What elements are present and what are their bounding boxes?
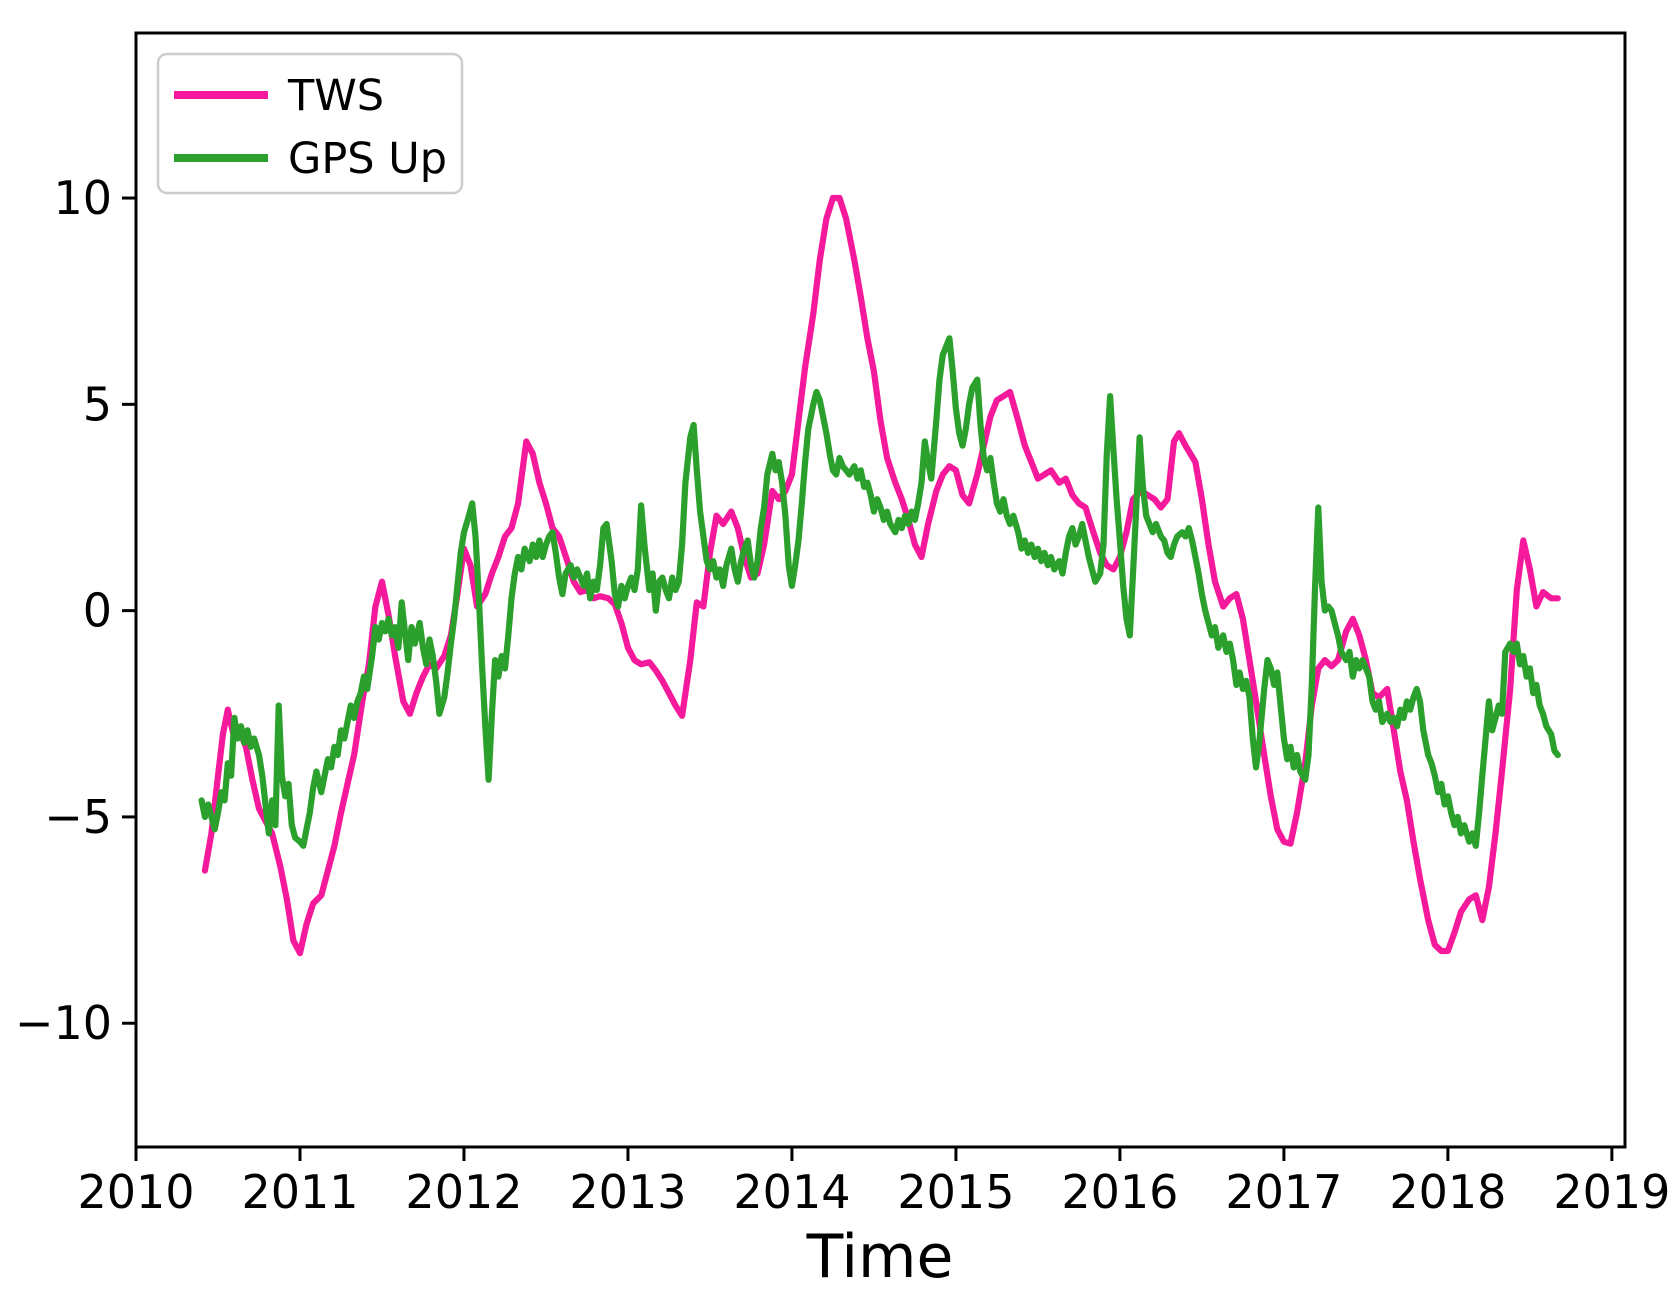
plot-border bbox=[134, 31, 1627, 1149]
x-tick-label-2010: 2010 bbox=[77, 1165, 194, 1219]
x-tick-label-2016: 2016 bbox=[1061, 1165, 1178, 1219]
x-tick-label-2019: 2019 bbox=[1553, 1165, 1670, 1219]
y-tick-label-10: 10 bbox=[53, 171, 112, 225]
x-axis-label: Time bbox=[806, 1222, 954, 1292]
plot-area bbox=[198, 194, 1561, 957]
y-tick-label-5: 5 bbox=[83, 377, 112, 431]
gps-up-line bbox=[198, 335, 1561, 849]
y-tick-label-0: 0 bbox=[83, 584, 112, 638]
x-tick-label-2015: 2015 bbox=[897, 1165, 1014, 1219]
legend: TWS GPS Up bbox=[156, 52, 464, 195]
x-tick-label-2011: 2011 bbox=[241, 1165, 358, 1219]
legend-label-tws: TWS bbox=[287, 71, 384, 121]
x-tick-label-2014: 2014 bbox=[733, 1165, 850, 1219]
x-tick-label-2017: 2017 bbox=[1225, 1165, 1342, 1219]
legend-label-gps-up: GPS Up bbox=[288, 134, 447, 184]
axes: 2010 2011 2012 2013 2014 2015 2016 2017 2018 2019… bbox=[15, 31, 1670, 1219]
y-tick-label--10: −10 bbox=[15, 996, 112, 1050]
y-tick-label--5: −5 bbox=[44, 790, 112, 844]
x-tick-label-2013: 2013 bbox=[569, 1165, 686, 1219]
x-tick-label-2012: 2012 bbox=[405, 1165, 522, 1219]
x-tick-label-2018: 2018 bbox=[1389, 1165, 1506, 1219]
tws-line bbox=[201, 194, 1561, 957]
